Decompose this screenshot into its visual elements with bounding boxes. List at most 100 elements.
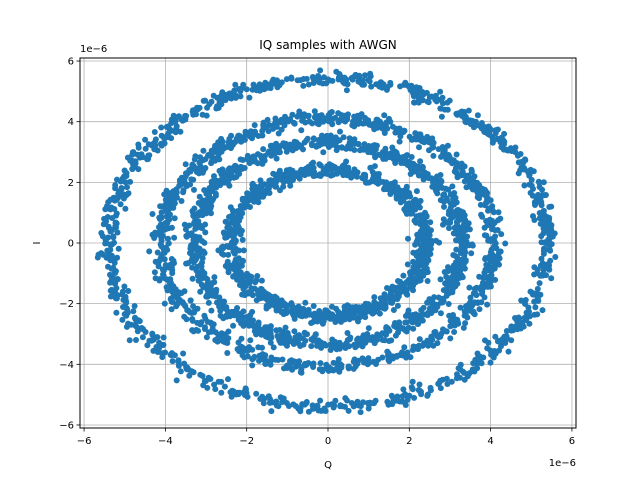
iq-sample-point xyxy=(109,215,116,221)
iq-sample-point xyxy=(487,238,494,245)
iq-sample-point xyxy=(224,350,231,356)
iq-sample-point xyxy=(437,105,444,112)
x-tick-label: −2 xyxy=(239,436,254,447)
iq-sample-point xyxy=(445,268,452,275)
iq-sample-point xyxy=(355,78,362,85)
iq-sample-point xyxy=(400,386,407,393)
iq-sample-point xyxy=(201,187,208,194)
iq-sample-point xyxy=(396,138,403,145)
iq-sample-point xyxy=(322,166,329,173)
iq-sample-point xyxy=(434,340,441,347)
iq-sample-point xyxy=(370,400,376,407)
iq-sample-point xyxy=(257,177,264,184)
iq-sample-point xyxy=(253,331,260,338)
iq-sample-point xyxy=(362,72,368,79)
x-axis-label: Q xyxy=(324,460,332,471)
iq-sample-point xyxy=(446,225,452,232)
iq-sample-point xyxy=(408,210,414,217)
iq-sample-point xyxy=(424,392,431,399)
iq-sample-point xyxy=(187,181,194,188)
iq-sample-point xyxy=(259,132,266,139)
iq-sample-point xyxy=(461,178,468,185)
y-tick-label: 2 xyxy=(68,178,74,189)
iq-sample-point xyxy=(158,209,165,216)
iq-sample-point xyxy=(528,176,535,183)
iq-sample-point xyxy=(496,347,503,354)
iq-sample-point xyxy=(495,209,502,216)
iq-sample-point xyxy=(476,190,483,197)
iq-sample-point xyxy=(242,130,249,137)
iq-sample-point xyxy=(129,166,136,172)
iq-sample-point xyxy=(393,187,400,194)
iq-sample-point xyxy=(168,350,175,357)
iq-sample-point xyxy=(206,185,213,191)
iq-sample-point xyxy=(231,87,238,94)
iq-sample-point xyxy=(107,228,114,235)
y-axis-label: I xyxy=(32,242,43,245)
iq-sample-point xyxy=(145,152,152,159)
iq-sample-point xyxy=(521,182,528,189)
iq-sample-point xyxy=(278,126,285,133)
iq-sample-point xyxy=(457,163,464,170)
iq-sample-point xyxy=(344,397,350,404)
iq-sample-point xyxy=(202,229,209,236)
chart-title: IQ samples with AWGN xyxy=(259,38,396,52)
iq-sample-point xyxy=(239,258,246,265)
iq-sample-point xyxy=(253,277,260,284)
iq-sample-point xyxy=(246,94,253,101)
iq-sample-point xyxy=(163,221,169,228)
iq-sample-point xyxy=(453,151,460,158)
iq-sample-point xyxy=(292,309,299,316)
iq-sample-point xyxy=(481,191,488,198)
iq-sample-point xyxy=(196,159,203,166)
iq-sample-point xyxy=(391,323,398,329)
iq-sample-point xyxy=(239,291,246,298)
iq-sample-point xyxy=(277,172,284,179)
iq-sample-point xyxy=(337,128,343,135)
iq-sample-point xyxy=(159,350,165,357)
iq-sample-point xyxy=(365,325,372,332)
iq-sample-point xyxy=(422,245,429,251)
iq-sample-point xyxy=(412,196,419,203)
iq-sample-point xyxy=(492,276,499,283)
iq-sample-point xyxy=(338,364,345,371)
iq-sample-point xyxy=(245,289,252,296)
iq-sample-point xyxy=(546,235,553,241)
iq-sample-point xyxy=(189,208,196,214)
iq-sample-point xyxy=(112,270,119,276)
iq-sample-point xyxy=(305,113,312,120)
iq-sample-point xyxy=(534,311,541,318)
iq-sample-point xyxy=(351,356,358,363)
iq-sample-point xyxy=(157,255,164,262)
iq-sample-point xyxy=(463,119,470,126)
iq-sample-point xyxy=(230,312,237,319)
iq-sample-point xyxy=(208,287,215,294)
iq-sample-point xyxy=(434,190,441,197)
iq-sample-point xyxy=(536,184,543,190)
iq-sample-point xyxy=(172,189,179,195)
iq-sample-point xyxy=(218,389,225,396)
iq-sample-point xyxy=(249,292,256,299)
iq-sample-point xyxy=(407,171,414,177)
x-tick-label: 6 xyxy=(569,436,575,447)
iq-sample-point xyxy=(381,337,388,344)
iq-sample-point xyxy=(324,134,331,141)
iq-sample-point xyxy=(351,141,358,147)
iq-sample-point xyxy=(101,215,108,222)
iq-sample-point xyxy=(171,215,178,222)
iq-sample-point xyxy=(378,121,385,128)
iq-sample-point xyxy=(225,230,232,237)
iq-sample-point xyxy=(220,251,227,258)
iq-sample-point xyxy=(479,290,485,297)
iq-sample-point xyxy=(374,116,381,123)
iq-sample-point xyxy=(542,246,549,253)
iq-sample-point xyxy=(127,157,134,164)
iq-sample-point xyxy=(126,337,133,344)
iq-sample-point xyxy=(168,298,175,305)
iq-sample-point xyxy=(497,215,504,222)
ring-2-points xyxy=(181,132,476,353)
iq-sample-point xyxy=(454,225,461,232)
iq-sample-point xyxy=(410,275,417,282)
iq-sample-point xyxy=(170,112,177,119)
iq-sample-point xyxy=(487,359,494,366)
